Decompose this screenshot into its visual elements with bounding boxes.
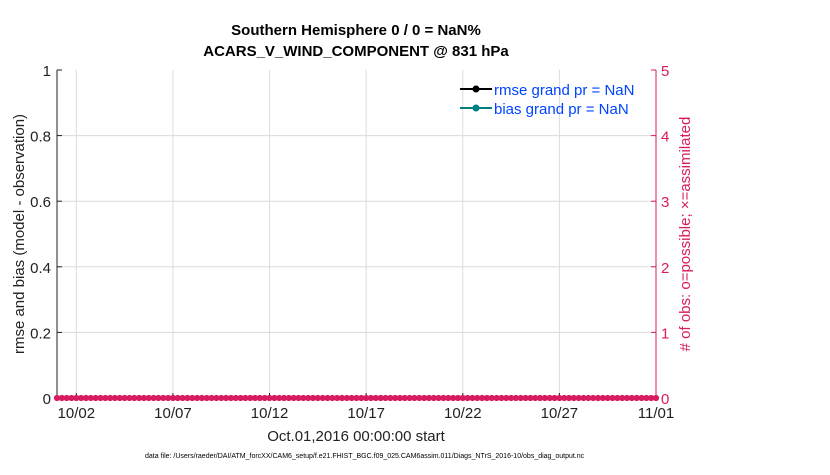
y-tick-label: 0.8 [30, 129, 51, 146]
chart-title-line2: ACARS_V_WIND_COMPONENT @ 831 hPa [203, 43, 509, 60]
x-tick-label: 10/17 [347, 405, 385, 422]
y-right-tick-label: 0 [661, 391, 669, 408]
x-axis-label: Oct.01,2016 00:00:00 start [267, 428, 445, 445]
y-right-tick-label: 5 [661, 63, 669, 80]
legend: rmse grand pr = NaN bias grand pr = NaN [460, 82, 634, 118]
legend-bias-marker [472, 104, 480, 112]
y-right-tick-label: 3 [661, 194, 669, 211]
y-tick-label: 0.4 [30, 260, 51, 277]
x-tick-label: 10/07 [154, 405, 192, 422]
obs-possible-marker [652, 394, 660, 402]
axes: 10/02 10/07 10/12 10/17 10/22 10/27 11/0100.20… [30, 63, 674, 422]
y-tick-label: 0.2 [30, 325, 51, 342]
y-tick-label: 0 [43, 391, 51, 408]
grid [57, 70, 656, 398]
y-axis-right-label: # of obs: o=possible; ×=assimilated [677, 117, 694, 352]
x-tick-label: 10/02 [58, 405, 96, 422]
footer-data-file: data file: /Users/raeder/DAI/ATM_forcXX/… [145, 453, 585, 460]
obs-markers [53, 394, 660, 402]
x-tick-label: 10/27 [541, 405, 579, 422]
y-right-tick-label: 4 [661, 129, 669, 146]
x-tick-label: 10/12 [251, 405, 289, 422]
legend-rmse-label: rmse grand pr = NaN [494, 82, 634, 99]
chart-title-line1: Southern Hemisphere 0 / 0 = NaN% [231, 22, 481, 39]
x-tick-label: 10/22 [444, 405, 482, 422]
legend-bias-label: bias grand pr = NaN [494, 101, 629, 118]
y-tick-label: 1 [43, 63, 51, 80]
legend-rmse-marker [472, 85, 480, 93]
x-tick-label: 11/01 [638, 405, 674, 422]
y-right-tick-label: 2 [661, 260, 669, 277]
y-axis-label: rmse and bias (model - observation) [11, 114, 28, 354]
y-right-tick-label: 1 [661, 325, 669, 342]
y-tick-label: 0.6 [30, 194, 51, 211]
